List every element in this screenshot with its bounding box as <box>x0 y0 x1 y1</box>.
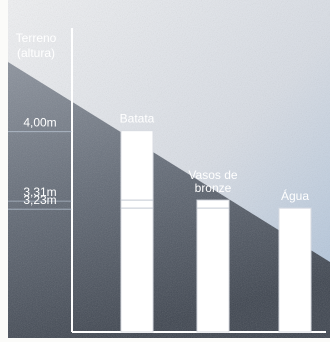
y-axis-title: Terreno (altura) <box>16 31 57 60</box>
bar <box>196 199 230 333</box>
y-tick-label: 4,00m <box>23 116 56 130</box>
bar <box>278 207 312 333</box>
y-axis-title-line-2: (altura) <box>17 46 55 60</box>
grain-overlay <box>8 0 330 338</box>
y-axis-title-line-1: Terreno <box>16 31 57 45</box>
y-tick-label: 3,31m <box>23 185 56 199</box>
bar <box>120 130 154 333</box>
category-label: Vasos de bronze <box>188 168 237 195</box>
category-label: Batata <box>120 112 155 126</box>
y-tick-label: 3,23m <box>23 193 56 207</box>
category-label: Água <box>281 188 309 203</box>
